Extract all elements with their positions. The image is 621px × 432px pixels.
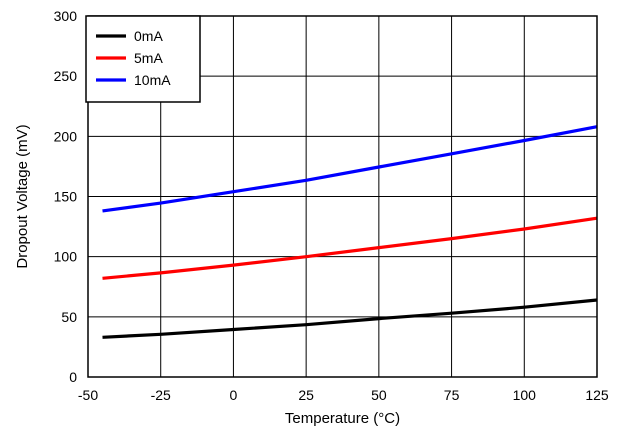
y-tick-label: 100 — [54, 249, 78, 265]
legend-label-0mA: 0mA — [134, 28, 163, 44]
y-tick-label: 250 — [54, 68, 78, 84]
x-tick-label: 75 — [444, 387, 460, 403]
x-tick-label: -50 — [78, 387, 98, 403]
x-tick-label: 125 — [585, 387, 609, 403]
legend-label-5mA: 5mA — [134, 50, 163, 66]
y-tick-label: 200 — [54, 128, 78, 144]
series-line-10mA — [102, 125, 598, 213]
y-tick-label: 50 — [61, 309, 77, 325]
x-axis-label: Temperature (°C) — [285, 410, 400, 427]
x-tick-label: 100 — [513, 387, 537, 403]
legend: 0mA 5mA 10mA — [85, 15, 201, 103]
legend-label-10mA: 10mA — [134, 72, 171, 88]
x-tick-label: -25 — [151, 387, 171, 403]
legend-box — [85, 15, 201, 103]
plot-frame — [87, 15, 598, 378]
x-tick-label: 0 — [230, 387, 238, 403]
y-axis-label: Dropout Voltage (mV) — [14, 124, 31, 268]
series-line-5mA — [102, 216, 598, 280]
y-tick-label: 300 — [54, 8, 78, 24]
y-tick-label: 150 — [54, 189, 78, 205]
x-tick-label: 50 — [371, 387, 387, 403]
x-tick-label: 25 — [298, 387, 314, 403]
plot-series — [102, 125, 598, 339]
series-line-0mA — [102, 298, 598, 339]
y-tick-label: 0 — [69, 369, 77, 385]
tick-labels: -50 -25 0 25 50 75 100 125 0 50 100 150 200 250 300 — [54, 8, 609, 403]
